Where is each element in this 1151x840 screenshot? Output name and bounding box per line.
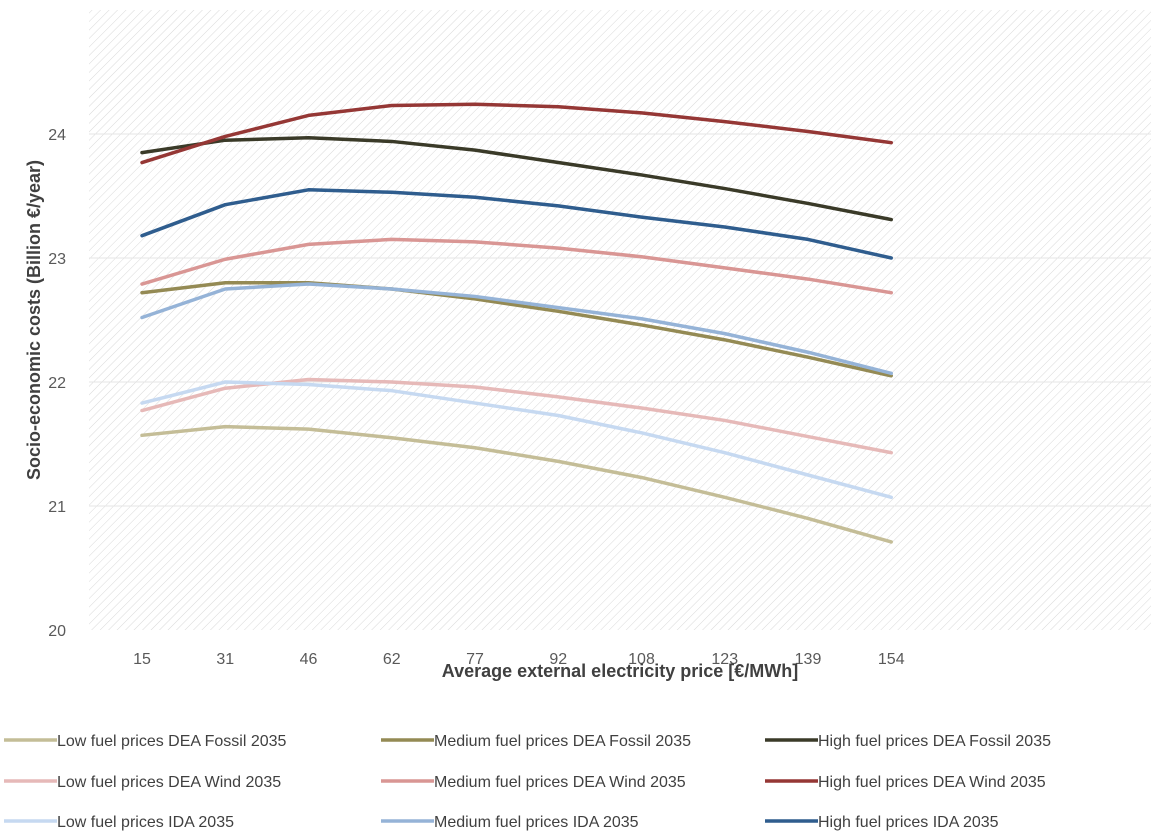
y-axis-title: Socio-economic costs (Billion €/year) [24,160,44,480]
y-tick-label: 24 [48,127,66,144]
legend-label: Medium fuel prices DEA Fossil 2035 [434,733,691,750]
legend-label: Low fuel prices IDA 2035 [57,814,234,831]
series-line-7 [140,380,893,500]
series-line-2 [140,281,893,378]
x-tick-label: 92 [549,651,567,668]
series-line-9 [140,188,893,260]
x-tick-label: 108 [628,651,655,668]
x-tick-label: 123 [711,651,738,668]
legend-label: High fuel prices DEA Fossil 2035 [818,733,1051,750]
x-tick-labels: 15 31 46 62 77 92 108 123 139 154 [133,651,905,668]
legend: Low fuel prices DEA Fossil 2035 Medium fu… [4,733,1051,831]
series-line-6 [140,102,893,165]
x-tick-label: 77 [466,651,484,668]
x-tick-label: 62 [383,651,401,668]
series-line-3 [140,135,893,222]
x-tick-label: 139 [795,651,822,668]
x-tick-label: 154 [878,651,905,668]
series-line-1 [140,424,893,544]
legend-label: High fuel prices DEA Wind 2035 [818,774,1046,791]
y-tick-label: 22 [48,375,66,392]
x-tick-label: 15 [133,651,151,668]
y-tick-label: 23 [48,251,66,268]
y-tick-labels: 20 21 22 23 24 [48,127,66,640]
legend-label: Medium fuel prices DEA Wind 2035 [434,774,686,791]
x-tick-label: 46 [300,651,318,668]
legend-label: Medium fuel prices IDA 2035 [434,814,639,831]
x-tick-label: 31 [216,651,234,668]
y-tick-label: 20 [48,623,66,640]
series-lines [140,102,893,544]
y-tick-label: 21 [48,499,66,516]
x-axis-title: Average external electricity price [€/MW… [442,661,798,681]
legend-label: High fuel prices IDA 2035 [818,814,999,831]
series-line-8 [140,282,893,376]
legend-label: Low fuel prices DEA Wind 2035 [57,774,281,791]
series-line-5 [140,237,893,295]
legend-label: Low fuel prices DEA Fossil 2035 [57,733,287,750]
